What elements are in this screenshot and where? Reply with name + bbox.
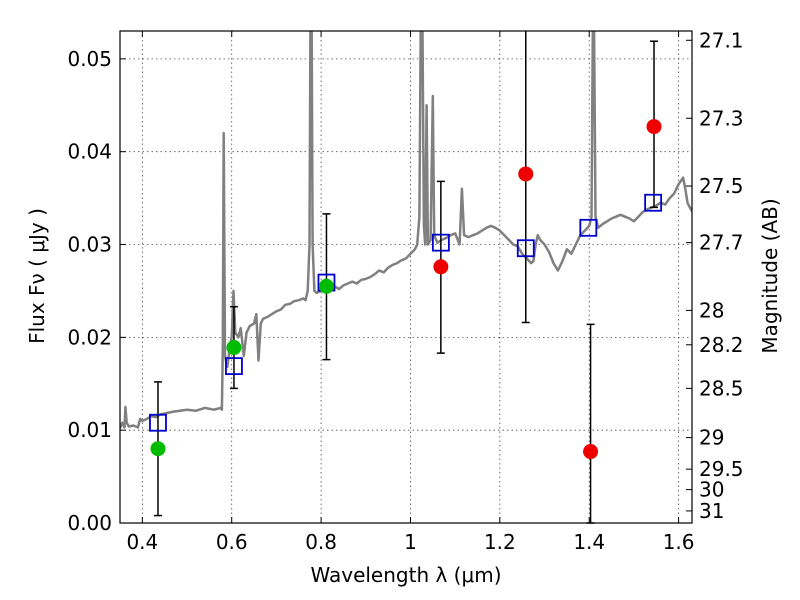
model-square-marker	[225, 357, 243, 376]
x-tick-label: 0.6	[216, 530, 248, 554]
y-axis-title: Flux Fν ( μJy )	[25, 208, 49, 344]
y-tick-label: 0.04	[67, 140, 112, 164]
y2-tick-label: 27.5	[699, 174, 744, 198]
model-square-marker	[431, 233, 450, 252]
nondetection-point	[646, 119, 662, 135]
detection-point	[226, 340, 242, 356]
plot-frame	[119, 30, 693, 524]
model-spectrum	[120, 31, 692, 429]
y2-tick-label: 30	[699, 478, 724, 502]
model-square-marker	[579, 218, 598, 237]
x-tick-label: 0.4	[126, 530, 158, 554]
y2-tick-label: 31	[699, 499, 724, 523]
y2-tick-label: 28.2	[699, 333, 744, 357]
y-tick-label: 0.01	[67, 418, 112, 442]
x-axis-title: Wavelength λ (μm)	[310, 563, 501, 587]
errorbars	[153, 31, 659, 524]
y2-tick-label: 27.1	[699, 28, 744, 52]
y-tick-label: 0.02	[67, 325, 112, 349]
grid	[120, 31, 692, 523]
y2-tick-label: 29.5	[699, 457, 744, 481]
nondetection-point	[518, 166, 534, 182]
x-tick-label: 1.6	[663, 530, 695, 554]
y2-axis-title: Magnitude (AB)	[758, 198, 782, 353]
y-tick-label: 0.05	[67, 47, 112, 71]
detection-point	[318, 278, 334, 294]
photometry-markers	[149, 119, 663, 460]
tick-labels: 0.4 0.6 0.8 1 1.2 1.4 1.6 0.00 0.01 0.02 0.03 0.04 0…	[67, 28, 743, 554]
spectrum-line	[120, 31, 692, 429]
model-square-marker	[149, 413, 167, 432]
x-tick-label: 1.2	[484, 530, 516, 554]
nondetection-point	[583, 444, 599, 460]
x-tick-label: 0.8	[305, 530, 337, 554]
x-tick-label: 1.4	[573, 530, 605, 554]
axis-ticks	[120, 31, 692, 524]
model-square-marker	[516, 239, 535, 258]
y-tick-label: 0.03	[67, 233, 112, 257]
y2-tick-label: 27.7	[699, 231, 744, 255]
nondetection-point	[433, 259, 449, 275]
x-tick-label: 1	[404, 530, 417, 554]
y2-tick-label: 28	[699, 298, 724, 322]
y2-tick-label: 28.5	[699, 376, 744, 400]
y2-tick-label: 29	[699, 426, 724, 450]
detection-point	[150, 441, 166, 457]
y-tick-label: 0.00	[67, 511, 112, 535]
y2-tick-label: 27.3	[699, 106, 744, 130]
model-square-marker	[644, 193, 663, 212]
